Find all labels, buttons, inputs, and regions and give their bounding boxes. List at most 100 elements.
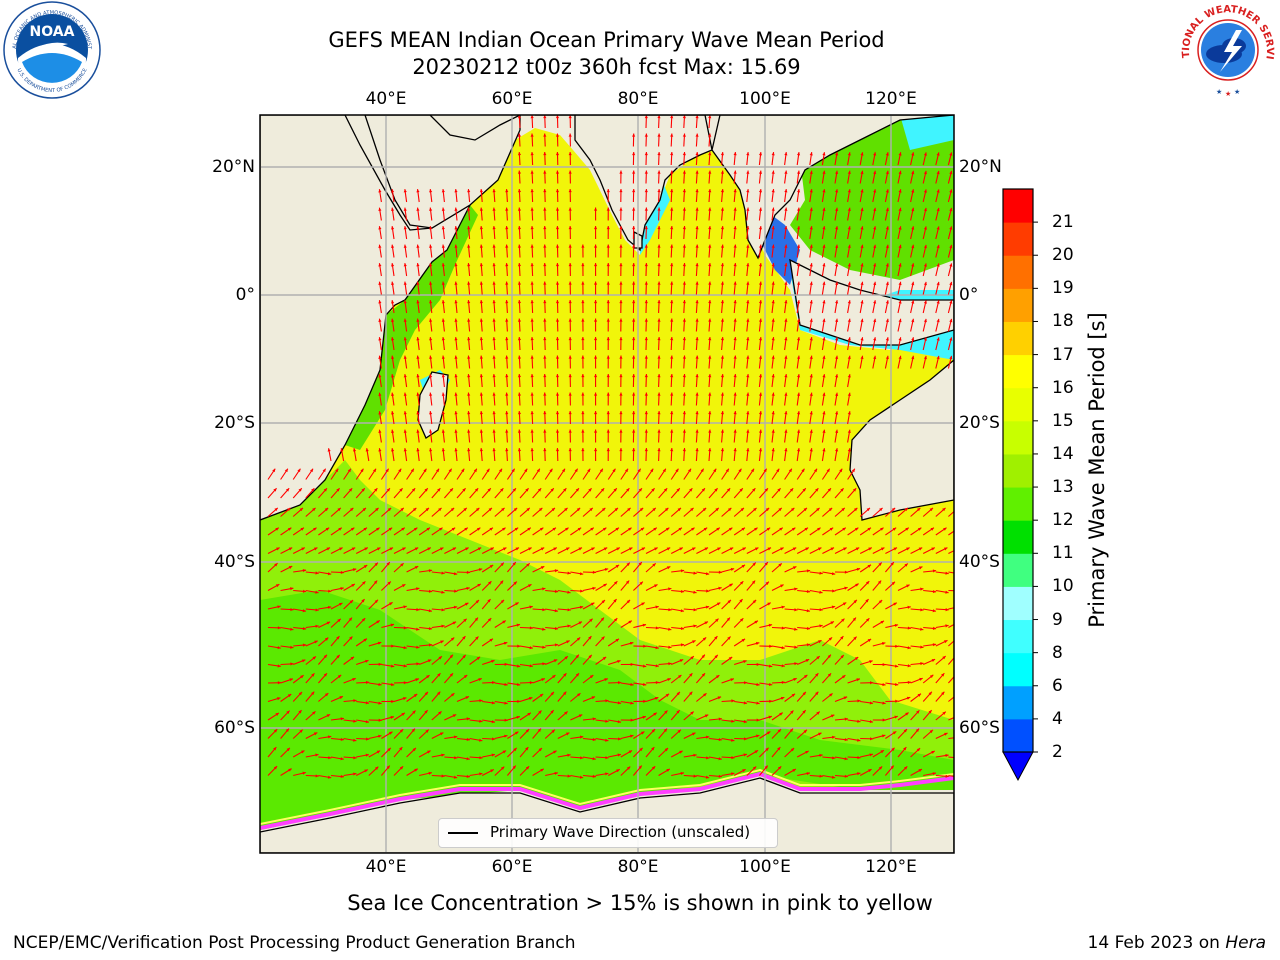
wave-arrow-head bbox=[565, 732, 570, 736]
wave-arrow-head bbox=[551, 507, 555, 512]
wave-arrow-head bbox=[403, 646, 407, 650]
wave-arrow-head bbox=[653, 712, 657, 716]
nws-logo: NATIONAL WEATHER SERVICE ★ ★ ★ bbox=[1174, 0, 1278, 100]
wave-arrow-head bbox=[463, 675, 468, 679]
wave-arrow-head bbox=[718, 774, 722, 778]
wave-arrow-head bbox=[956, 621, 959, 624]
wave-arrow-head bbox=[866, 618, 870, 622]
wave-arrow-head bbox=[438, 656, 442, 660]
wave-arrow-head bbox=[311, 488, 315, 492]
wave-arrow-head bbox=[378, 207, 382, 211]
wave-arrow-head bbox=[898, 337, 902, 341]
wave-arrow-head bbox=[708, 411, 712, 415]
wave-arrow-head bbox=[652, 507, 656, 512]
wave-arrow-head bbox=[467, 374, 471, 378]
wave-arrow-head bbox=[784, 207, 788, 211]
wave-arrow-head bbox=[589, 507, 593, 512]
wave-arrow-head bbox=[695, 392, 699, 396]
wave-arrow-head bbox=[337, 618, 341, 623]
wave-arrow-head bbox=[907, 680, 911, 684]
wave-arrow-head bbox=[429, 355, 433, 359]
wave-arrow-head bbox=[941, 673, 945, 677]
wave-arrow-head bbox=[416, 645, 420, 649]
wave-arrow-head bbox=[670, 281, 674, 285]
wave-arrow-head bbox=[729, 583, 733, 587]
wave-arrow-head bbox=[796, 337, 801, 341]
wave-arrow-head bbox=[403, 207, 407, 211]
wave-arrow-head bbox=[638, 562, 642, 566]
wave-arrow-head bbox=[670, 226, 674, 230]
wave-arrow-head bbox=[644, 133, 648, 137]
wave-arrow-head bbox=[768, 664, 773, 668]
wave-arrow-head bbox=[575, 488, 579, 492]
wave-arrow-head bbox=[929, 507, 933, 512]
wave-arrow-head bbox=[847, 263, 851, 267]
wave-arrow-head bbox=[831, 572, 836, 576]
wave-arrow-head bbox=[581, 318, 585, 322]
wave-arrow-head bbox=[567, 590, 571, 594]
wave-arrow-head bbox=[784, 374, 788, 378]
wave-arrow-head bbox=[835, 448, 839, 452]
wave-arrow-head bbox=[504, 701, 508, 705]
wave-arrow-head bbox=[911, 152, 915, 156]
wave-arrow-head bbox=[945, 571, 949, 575]
wave-arrow-head bbox=[682, 337, 686, 341]
wave-arrow-head bbox=[720, 392, 725, 396]
wave-arrow-head bbox=[644, 152, 648, 156]
wave-arrow-head bbox=[505, 374, 509, 378]
wave-arrow-head bbox=[398, 468, 402, 473]
wave-arrow-head bbox=[771, 207, 775, 211]
wave-arrow-head bbox=[575, 673, 580, 677]
wave-arrow-head bbox=[945, 753, 949, 758]
wave-arrow-head bbox=[731, 772, 735, 776]
wave-arrow-head bbox=[756, 682, 760, 687]
wave-arrow-head bbox=[644, 281, 648, 285]
wave-arrow-head bbox=[315, 608, 319, 612]
wave-arrow-head bbox=[847, 170, 851, 175]
wave-arrow-head bbox=[835, 207, 839, 212]
wave-arrow-head bbox=[336, 488, 340, 492]
wave-arrow-head bbox=[746, 355, 750, 359]
wave-arrow-head bbox=[844, 757, 848, 761]
wave-arrow-head bbox=[758, 170, 763, 174]
wave-arrow-head bbox=[708, 115, 712, 119]
wave-arrow-head bbox=[616, 769, 620, 773]
wave-arrow-head bbox=[555, 263, 560, 267]
wave-arrow-head bbox=[578, 714, 583, 718]
wave-arrow-head bbox=[454, 189, 458, 193]
wave-arrow-head bbox=[277, 646, 281, 650]
wave-arrow-head bbox=[796, 374, 801, 378]
wave-arrow-head bbox=[835, 244, 839, 249]
wave-arrow-head bbox=[479, 318, 483, 322]
wave-arrow-head bbox=[530, 411, 534, 415]
wave-arrow-head bbox=[805, 659, 810, 663]
wave-arrow-head bbox=[663, 488, 668, 492]
wave-arrow-head bbox=[378, 318, 382, 322]
wave-arrow-head bbox=[870, 681, 874, 685]
wave-arrow-head bbox=[403, 374, 407, 378]
wave-arrow-head bbox=[869, 660, 873, 664]
wave-arrow-head bbox=[644, 263, 648, 267]
wave-arrow-head bbox=[733, 448, 737, 452]
wave-arrow-head bbox=[391, 429, 395, 433]
colorbar-tick-label: 9 bbox=[1052, 609, 1063, 630]
wave-arrow-head bbox=[543, 115, 547, 119]
wave-arrow-head bbox=[505, 300, 509, 304]
wave-arrow-head bbox=[885, 318, 889, 323]
wave-arrow-head bbox=[936, 300, 940, 304]
wave-arrow-head bbox=[758, 392, 763, 396]
wave-arrow-head bbox=[700, 468, 704, 473]
wave-arrow-head bbox=[286, 507, 291, 512]
wave-arrow-head bbox=[765, 747, 769, 752]
wave-arrow bbox=[947, 675, 954, 684]
wave-arrow-head bbox=[758, 318, 763, 322]
wave-arrow-head bbox=[670, 244, 674, 248]
wave-arrow-head bbox=[568, 244, 572, 248]
wave-arrow-head bbox=[796, 392, 801, 396]
wave-arrow-head bbox=[606, 392, 610, 396]
wave-arrow-head bbox=[653, 527, 657, 531]
wave-arrow-head bbox=[462, 636, 466, 640]
wave-arrow-head bbox=[708, 429, 712, 433]
wave-arrow-head bbox=[840, 654, 844, 659]
